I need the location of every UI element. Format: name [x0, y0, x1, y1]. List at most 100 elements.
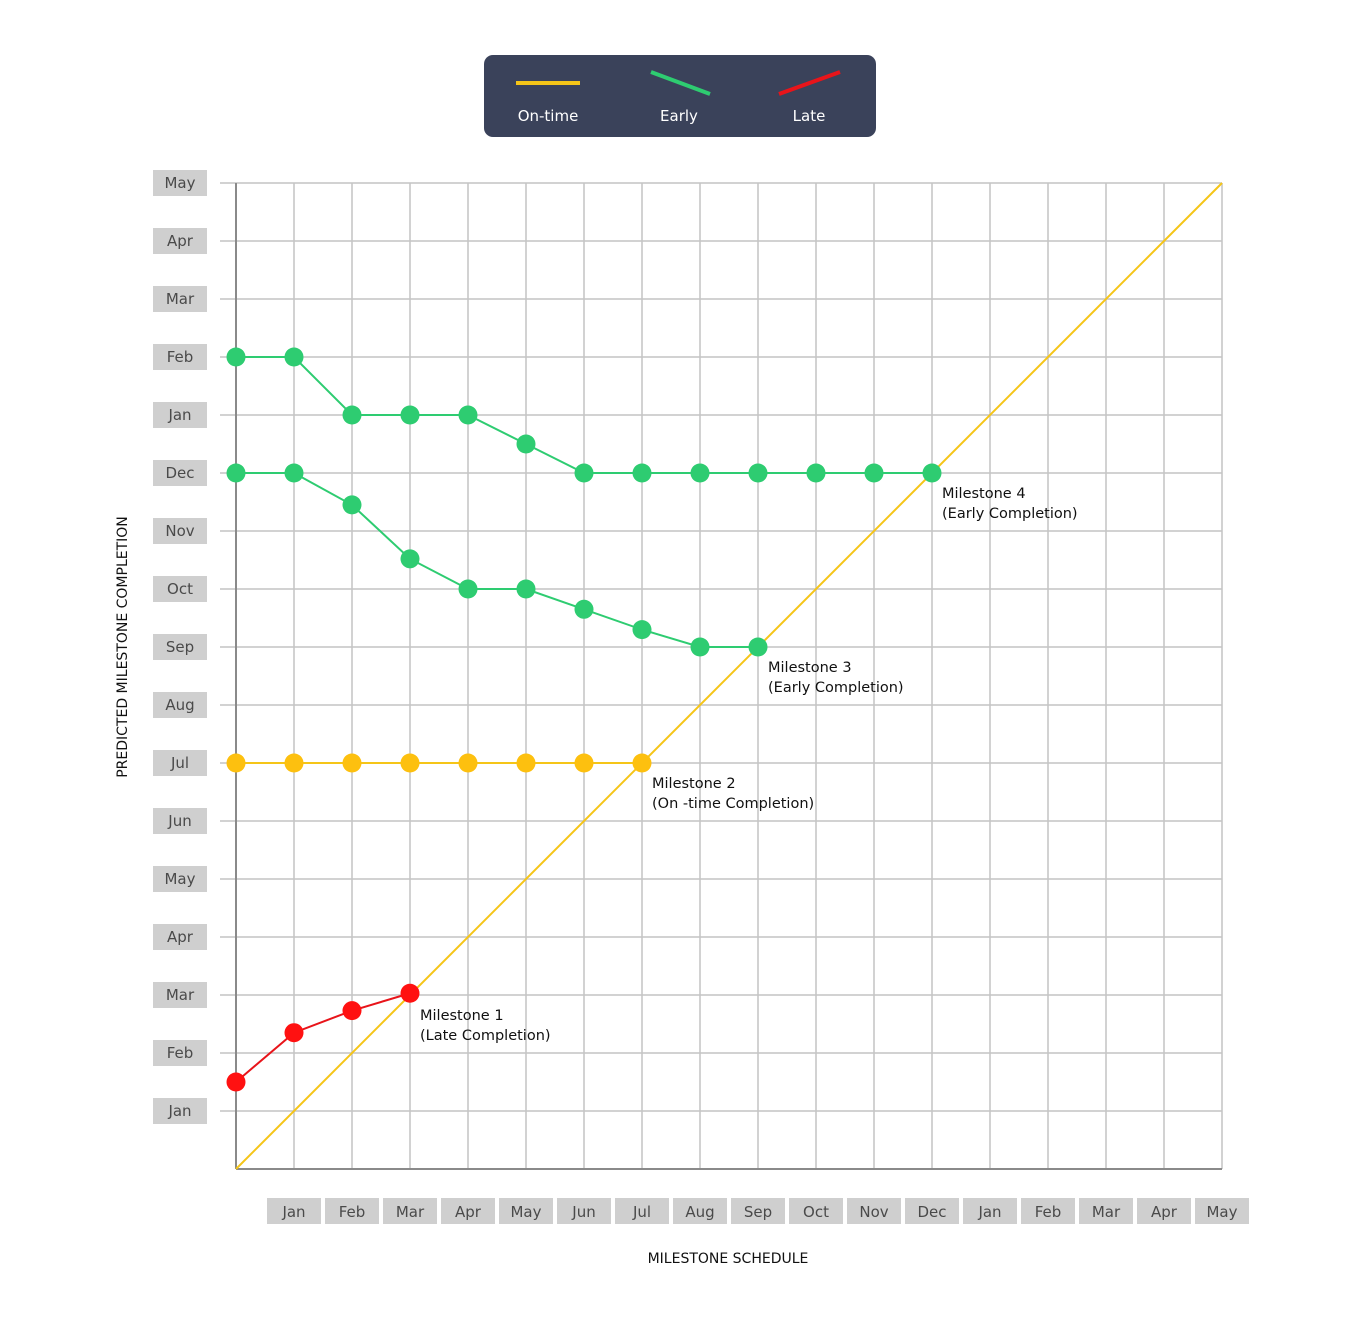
y-tick-label-box: [153, 924, 207, 950]
data-point: [516, 753, 536, 773]
x-tick-label: May: [1206, 1203, 1237, 1221]
y-tick-label: Jul: [170, 754, 189, 772]
milestone-3-label-line-1: Milestone 3: [768, 660, 852, 676]
x-tick-label: Nov: [859, 1203, 888, 1221]
data-point: [284, 463, 304, 483]
data-point: [458, 405, 478, 425]
data-point: [400, 549, 420, 569]
y-tick-label-box: [153, 344, 207, 370]
x-tick-label-box: [731, 1198, 785, 1224]
y-tick-label: Mar: [166, 290, 195, 308]
y-axis-ticks: Jan Feb Mar Apr May Jun Jul Aug Sep Oct Nov Dec Jan F…: [153, 170, 207, 1124]
legend-label-on-time: On-time: [518, 107, 579, 125]
y-tick-label: Sep: [166, 638, 194, 656]
y-tick-label-box: [153, 1040, 207, 1066]
y-tick-label-box: [153, 286, 207, 312]
x-tick-label: Jan: [977, 1203, 1001, 1221]
milestone-4-label-line-2: (Early Completion): [942, 506, 1078, 522]
x-tick-label: Mar: [1092, 1203, 1121, 1221]
x-tick-label-box: [441, 1198, 495, 1224]
y-tick-label-box: [153, 518, 207, 544]
annotations: Milestone 1 (Late Completion) Milestone 2 (…: [420, 486, 1078, 1044]
x-tick-label: May: [510, 1203, 541, 1221]
milestone-4-label-line-1: Milestone 4: [942, 486, 1026, 502]
x-tick-label: Jul: [632, 1203, 651, 1221]
data-point: [922, 463, 942, 483]
data-point: [342, 1001, 362, 1021]
x-tick-label: Oct: [803, 1203, 829, 1221]
legend-box: [484, 55, 876, 137]
data-point: [690, 463, 710, 483]
y-tick-label: Dec: [165, 464, 194, 482]
data-point: [632, 753, 652, 773]
x-tick-label-box: [383, 1198, 437, 1224]
y-tick-label: Aug: [165, 696, 194, 714]
milestone-3-label-line-2: (Early Completion): [768, 680, 904, 696]
y-tick-label: Apr: [167, 232, 194, 250]
milestone-1-label-line-2: (Late Completion): [420, 1028, 551, 1044]
y-tick-label-box: [153, 460, 207, 486]
data-point: [632, 620, 652, 640]
x-tick-label-box: [267, 1198, 321, 1224]
data-point: [574, 753, 594, 773]
y-tick-label-box: [153, 866, 207, 892]
y-tick-label: Feb: [167, 1044, 194, 1062]
data-point: [226, 463, 246, 483]
data-point: [574, 599, 594, 619]
y-tick-label-box: [153, 576, 207, 602]
x-tick-label-box: [1137, 1198, 1191, 1224]
series-early-3: [226, 347, 942, 483]
milestone-2-label-line-2: (On -time Completion): [652, 796, 814, 812]
y-tick-label: Nov: [165, 522, 194, 540]
y-tick-label: Mar: [166, 986, 195, 1004]
data-point: [748, 637, 768, 657]
data-point: [226, 1072, 246, 1092]
x-tick-label: Jun: [571, 1203, 595, 1221]
data-point: [226, 753, 246, 773]
series-layer: [226, 347, 942, 1092]
y-tick-label-box: [153, 808, 207, 834]
x-tick-label-box: [1079, 1198, 1133, 1224]
y-tick-label: Apr: [167, 928, 194, 946]
y-axis-title: PREDICTED MILESTONE COMPLETION: [115, 516, 131, 778]
x-tick-label-box: [557, 1198, 611, 1224]
reference-line-layer: [235, 182, 1223, 1170]
data-point: [342, 753, 362, 773]
y-tick-label-box: [153, 982, 207, 1008]
x-tick-label-box: [847, 1198, 901, 1224]
x-tick-label: Jan: [281, 1203, 305, 1221]
x-tick-label-box: [325, 1198, 379, 1224]
milestone-2-label-line-1: Milestone 2: [652, 776, 736, 792]
data-point: [458, 579, 478, 599]
y-tick-label-box: [153, 1098, 207, 1124]
data-point: [400, 983, 420, 1003]
series-on-time-1: [226, 753, 652, 773]
x-tick-label: Mar: [396, 1203, 425, 1221]
x-tick-label-box: [905, 1198, 959, 1224]
x-tick-label-box: [1021, 1198, 1075, 1224]
legend-symbol-early: [650, 70, 711, 96]
y-tick-label-box: [153, 228, 207, 254]
y-tick-label-box: [153, 634, 207, 660]
data-point: [458, 753, 478, 773]
milestone-1-label-line-1: Milestone 1: [420, 1008, 504, 1024]
data-point: [284, 347, 304, 367]
data-point: [748, 463, 768, 483]
data-point: [516, 579, 536, 599]
legend-label-late: Late: [793, 107, 826, 125]
y-tick-label-box: [153, 170, 207, 196]
data-point: [632, 463, 652, 483]
data-point: [806, 463, 826, 483]
data-point: [284, 1023, 304, 1043]
data-point: [864, 463, 884, 483]
x-tick-label-box: [615, 1198, 669, 1224]
on-time-reference-line: [235, 182, 1223, 1170]
data-point: [690, 637, 710, 657]
data-point: [284, 753, 304, 773]
x-tick-label: Apr: [455, 1203, 482, 1221]
y-tick-label: Jan: [167, 406, 191, 424]
series-late-0: [226, 983, 420, 1092]
x-tick-label: Aug: [685, 1203, 714, 1221]
y-tick-label: May: [164, 174, 195, 192]
y-tick-label: May: [164, 870, 195, 888]
